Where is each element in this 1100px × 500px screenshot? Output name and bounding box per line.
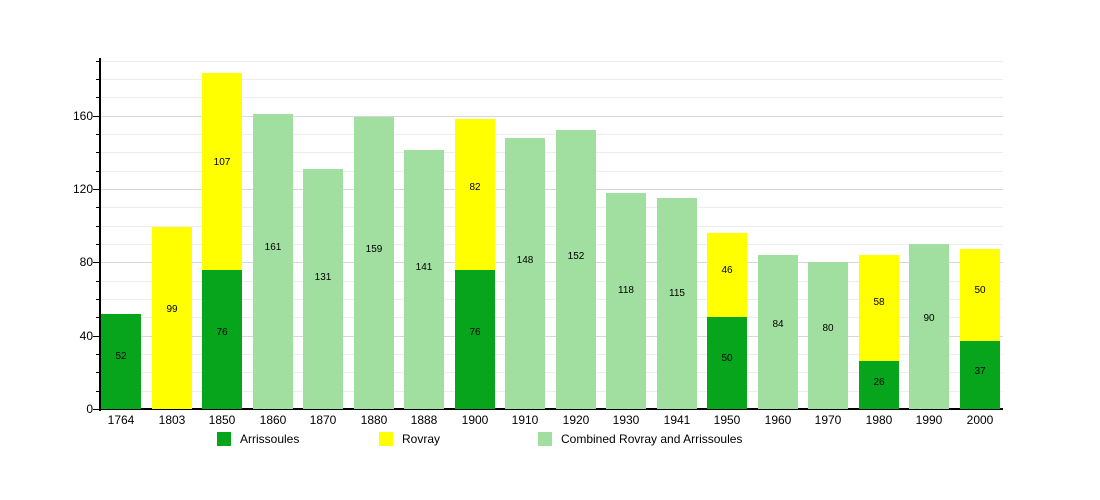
bar-segment (202, 73, 242, 270)
bar-segment (455, 269, 495, 409)
bar-value-label: 84 (772, 319, 784, 330)
x-axis-tick-label: 1900 (461, 413, 489, 427)
bar-segment (909, 243, 949, 409)
bar-value-label: 118 (618, 285, 634, 296)
bar-value-label: 52 (115, 351, 127, 362)
legend-color-swatch (379, 432, 393, 446)
y-axis-tick (96, 391, 100, 392)
bar-segment (657, 198, 697, 409)
y-axis-tick (96, 354, 100, 355)
y-axis-tick (96, 299, 100, 300)
bar-value-label: 46 (721, 265, 733, 276)
bar-segment (606, 192, 646, 409)
bar-value-label: 107 (213, 157, 231, 168)
bar-value-label: 159 (365, 244, 383, 255)
y-axis-tick (96, 97, 100, 98)
y-axis-tick (93, 189, 100, 190)
bar-segment (455, 119, 495, 270)
bar-segment (354, 117, 394, 409)
bar-value-label: 58 (873, 297, 885, 308)
x-axis-tick-label: 1888 (410, 413, 438, 427)
y-axis-tick (96, 134, 100, 135)
x-axis-tick-label: 1910 (511, 413, 539, 427)
x-axis-tick-label: 1960 (764, 413, 792, 427)
bar-value-label: 26 (873, 377, 885, 388)
x-axis-line (99, 408, 1003, 410)
x-axis-tick-label: 1950 (713, 413, 741, 427)
y-axis-tick-label: 120 (72, 182, 93, 196)
x-axis-tick-label: 1930 (612, 413, 640, 427)
bar-value-label: 90 (923, 313, 935, 324)
y-axis-tick (93, 116, 100, 117)
y-axis-tick (96, 317, 100, 318)
bar-value-label: 82 (469, 182, 481, 193)
bar-segment (505, 137, 545, 409)
y-axis-tick (93, 409, 100, 410)
x-axis-tick-label: 1803 (158, 413, 186, 427)
bar-value-label: 50 (974, 285, 986, 296)
x-axis-tick-label: 1970 (814, 413, 842, 427)
bar-segment (101, 313, 141, 409)
bar-segment (303, 168, 343, 409)
y-axis-tick (96, 61, 100, 62)
y-axis-tick (96, 79, 100, 80)
x-axis-tick-label: 1850 (208, 413, 236, 427)
x-axis-tick-label: 1870 (309, 413, 337, 427)
y-axis-tick (96, 207, 100, 208)
bar-segment (960, 341, 1000, 409)
y-axis-tick (96, 171, 100, 172)
y-axis-tick (93, 336, 100, 337)
bar-value-label: 76 (469, 327, 481, 338)
bar-segment (808, 262, 848, 409)
legend-color-swatch (217, 432, 231, 446)
bar-segment (758, 254, 798, 409)
y-axis-line (99, 58, 101, 411)
bar-segment (707, 317, 747, 409)
legend-label: Rovray (402, 432, 441, 446)
bar-segment (152, 227, 192, 409)
bar-value-label: 115 (669, 288, 685, 299)
bar-segment (404, 150, 444, 409)
bar-value-label: 141 (415, 262, 433, 273)
x-axis-tick-label: 1920 (562, 413, 590, 427)
y-axis-tick-label: 160 (72, 109, 93, 123)
y-axis-tick (96, 372, 100, 373)
bar-segment (556, 130, 596, 409)
bar-segment (960, 249, 1000, 342)
y-axis-tick (93, 262, 100, 263)
bar-value-label: 161 (264, 242, 282, 253)
y-axis-tick (96, 152, 100, 153)
bar-value-label: 37 (974, 366, 986, 377)
bar-segment (707, 232, 747, 318)
legend-label: Combined Rovray and Arrissoules (561, 432, 743, 446)
y-axis-tick (96, 226, 100, 227)
bar-segment (202, 269, 242, 409)
bar-value-label: 76 (216, 327, 228, 338)
y-axis-tick-label: 0 (86, 402, 93, 416)
y-axis-tick (96, 244, 100, 245)
bar-value-label: 152 (567, 251, 585, 262)
bar-segment (859, 361, 899, 409)
bar-segment (253, 113, 293, 409)
bar-segment (859, 254, 899, 362)
y-axis-tick (96, 281, 100, 282)
bar-value-label: 99 (166, 304, 178, 315)
x-axis-tick-label: 1860 (259, 413, 287, 427)
x-axis-tick-label: 1880 (360, 413, 388, 427)
x-axis-tick-label: 1990 (915, 413, 943, 427)
x-axis-tick-label: 1941 (663, 413, 691, 427)
bar-value-label: 148 (516, 255, 534, 266)
y-axis-tick-label: 40 (79, 329, 93, 343)
x-axis-tick-label: 1980 (865, 413, 893, 427)
x-axis-tick-label: 1764 (107, 413, 135, 427)
gridline-minor (100, 61, 1003, 62)
x-axis-tick-label: 2000 (966, 413, 994, 427)
bar-value-label: 80 (822, 323, 834, 334)
legend-label: Arrissoules (240, 432, 300, 446)
legend-color-swatch (538, 432, 552, 446)
y-axis-tick-label: 80 (79, 255, 93, 269)
bar-value-label: 131 (314, 272, 332, 283)
bar-value-label: 50 (721, 353, 733, 364)
